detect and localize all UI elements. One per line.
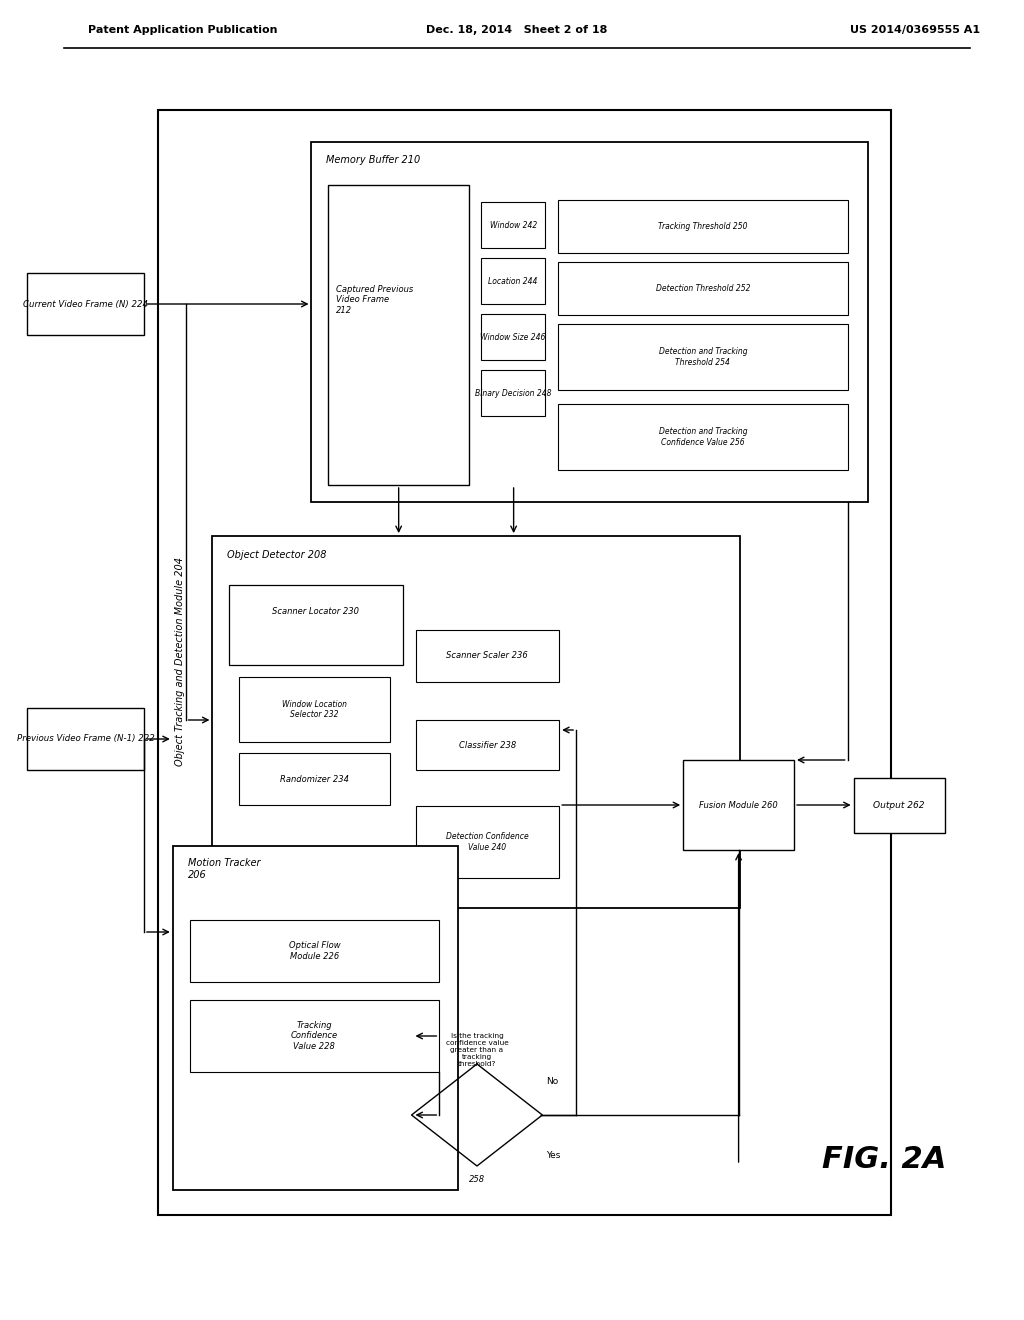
Text: FIG. 2A: FIG. 2A (822, 1146, 946, 1175)
Text: Window Location
Selector 232: Window Location Selector 232 (282, 700, 347, 719)
Bar (558, 261, 848, 315)
Bar (189, 920, 439, 982)
Text: Detection Confidence
Value 240: Detection Confidence Value 240 (446, 833, 528, 851)
Text: No: No (547, 1077, 558, 1086)
Bar (240, 677, 390, 742)
Text: Previous Video Frame (N-1) 222: Previous Video Frame (N-1) 222 (16, 734, 155, 743)
Text: Window 242: Window 242 (489, 220, 537, 230)
Bar (481, 314, 546, 360)
Text: Detection Threshold 252: Detection Threshold 252 (655, 284, 751, 293)
Bar (229, 585, 402, 665)
Text: US 2014/0369555 A1: US 2014/0369555 A1 (850, 25, 980, 36)
Bar (311, 143, 868, 502)
Bar (683, 760, 794, 850)
Bar (240, 752, 390, 805)
Bar (854, 777, 945, 833)
Text: Classifier 238: Classifier 238 (459, 741, 516, 750)
Bar (558, 201, 848, 253)
Text: Binary Decision 248: Binary Decision 248 (475, 388, 551, 397)
Bar (558, 404, 848, 470)
Bar (329, 185, 469, 484)
Text: Fusion Module 260: Fusion Module 260 (699, 800, 778, 809)
Text: Detection and Tracking
Threshold 254: Detection and Tracking Threshold 254 (658, 347, 748, 367)
Bar (189, 1001, 439, 1072)
Text: Captured Previous
Video Frame
212: Captured Previous Video Frame 212 (336, 285, 414, 314)
Text: Window Size 246: Window Size 246 (480, 333, 546, 342)
Text: Output 262: Output 262 (873, 801, 925, 810)
Text: Object Detector 208: Object Detector 208 (227, 550, 327, 560)
Text: Object Tracking and Detection Module 204: Object Tracking and Detection Module 204 (175, 557, 184, 767)
Text: Tracking Threshold 250: Tracking Threshold 250 (658, 222, 748, 231)
Text: 258: 258 (469, 1175, 485, 1184)
Text: Current Video Frame (N) 224: Current Video Frame (N) 224 (23, 300, 148, 309)
Bar (158, 110, 891, 1214)
Text: Dec. 18, 2014   Sheet 2 of 18: Dec. 18, 2014 Sheet 2 of 18 (426, 25, 607, 36)
Text: Scanner Locator 230: Scanner Locator 230 (272, 607, 359, 616)
Text: Tracking
Confidence
Value 228: Tracking Confidence Value 228 (291, 1022, 338, 1051)
Text: Memory Buffer 210: Memory Buffer 210 (327, 154, 421, 165)
Bar (481, 370, 546, 416)
Bar (27, 708, 144, 770)
Bar (481, 202, 546, 248)
Text: Detection and Tracking
Confidence Value 256: Detection and Tracking Confidence Value … (658, 428, 748, 446)
Bar (558, 323, 848, 389)
Bar (212, 536, 739, 908)
Bar (416, 719, 559, 770)
Text: Motion Tracker
206: Motion Tracker 206 (187, 858, 260, 879)
Bar (416, 630, 559, 682)
Text: Optical Flow
Module 226: Optical Flow Module 226 (289, 941, 340, 961)
Text: Location 244: Location 244 (488, 276, 538, 285)
Bar (27, 273, 144, 335)
Text: Scanner Scaler 236: Scanner Scaler 236 (446, 652, 528, 660)
Text: Randomizer 234: Randomizer 234 (280, 775, 349, 784)
Text: Patent Application Publication: Patent Application Publication (88, 25, 278, 36)
Text: Yes: Yes (547, 1151, 561, 1159)
Bar (416, 807, 559, 878)
Text: Is the tracking
confidence value
greater than a
tracking
threshold?: Is the tracking confidence value greater… (445, 1034, 508, 1067)
Bar (481, 257, 546, 304)
Bar (173, 846, 458, 1191)
